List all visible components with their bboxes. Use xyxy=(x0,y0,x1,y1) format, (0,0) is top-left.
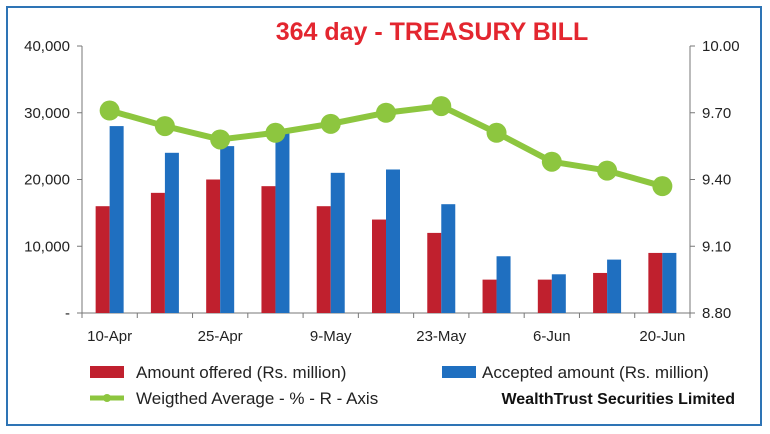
legend: Amount offered (Rs. million) Accepted am… xyxy=(90,363,709,408)
legend-label-weighted-average: Weigthed Average - % - R - Axis xyxy=(136,389,378,408)
bar-amount-offered xyxy=(95,206,110,313)
bar-amount-offered xyxy=(372,219,386,313)
bar-accepted-amount xyxy=(607,259,622,313)
weighted-average-point xyxy=(486,122,507,143)
bar-amount-offered xyxy=(482,279,497,313)
x-tick-label: 20-Jun xyxy=(639,328,685,345)
bar-accepted-amount xyxy=(109,126,124,313)
left-tick-label: 30,000 xyxy=(24,105,70,122)
bar-accepted-amount xyxy=(330,172,345,313)
legend-label-accepted: Accepted amount (Rs. million) xyxy=(482,363,709,382)
bar-amount-offered xyxy=(150,192,165,313)
bar-accepted-amount xyxy=(662,252,677,313)
right-tick-label: 10.00 xyxy=(702,38,740,55)
weighted-average-point xyxy=(431,96,452,117)
x-tick-label: 9-May xyxy=(310,328,352,345)
weighted-average-point xyxy=(541,151,562,172)
weighted-average-point xyxy=(376,102,396,123)
legend-label-offered: Amount offered (Rs. million) xyxy=(136,363,346,382)
bars xyxy=(95,126,677,313)
right-tick-label: 9.10 xyxy=(702,238,731,255)
left-tick-label: 20,000 xyxy=(24,172,70,189)
left-tick-label: 10,000 xyxy=(24,238,70,255)
bar-accepted-amount xyxy=(386,169,400,313)
right-tick-label: 9.40 xyxy=(702,172,731,189)
weighted-average-point xyxy=(210,129,231,150)
x-tick-label: 23-May xyxy=(416,328,467,345)
left-tick-label: 40,000 xyxy=(24,38,70,55)
bar-accepted-amount xyxy=(496,256,511,313)
weighted-average-point xyxy=(154,116,175,137)
legend-swatch-marker xyxy=(103,394,111,402)
bar-accepted-amount xyxy=(551,274,566,313)
weighted-average-point xyxy=(597,160,618,181)
x-tick-label: 6-Jun xyxy=(533,328,571,345)
weighted-average-point xyxy=(99,100,120,121)
bar-accepted-amount xyxy=(441,204,456,313)
x-tick-label: 25-Apr xyxy=(198,328,243,345)
left-tick-label: - xyxy=(65,305,70,322)
bar-amount-offered xyxy=(648,252,663,313)
bar-amount-offered xyxy=(537,279,552,313)
bar-amount-offered xyxy=(206,179,221,313)
tick-labels: - 10,000 20,000 30,000 40,000 8.80 9.10 9.40 9.7… xyxy=(24,38,739,345)
source-credit: WealthTrust Securities Limited xyxy=(501,391,735,408)
weighted-average-line xyxy=(99,96,673,197)
weighted-average-point xyxy=(320,113,341,134)
weighted-average-point xyxy=(652,176,673,197)
weighted-average-point xyxy=(265,122,286,143)
bar-accepted-amount xyxy=(275,132,290,313)
right-tick-label: 8.80 xyxy=(702,305,731,322)
legend-swatch-offered xyxy=(90,366,124,378)
bar-accepted-amount xyxy=(164,152,179,313)
chart-title: 364 day - TREASURY BILL xyxy=(276,18,589,46)
bar-amount-offered xyxy=(593,272,608,313)
bar-amount-offered xyxy=(316,206,331,313)
x-tick-label: 10-Apr xyxy=(87,328,132,345)
chart-frame xyxy=(6,6,762,426)
right-tick-label: 9.70 xyxy=(702,105,731,122)
bar-accepted-amount xyxy=(220,146,235,313)
bar-amount-offered xyxy=(261,186,276,313)
legend-swatch-accepted xyxy=(442,366,476,378)
bar-amount-offered xyxy=(427,232,442,313)
